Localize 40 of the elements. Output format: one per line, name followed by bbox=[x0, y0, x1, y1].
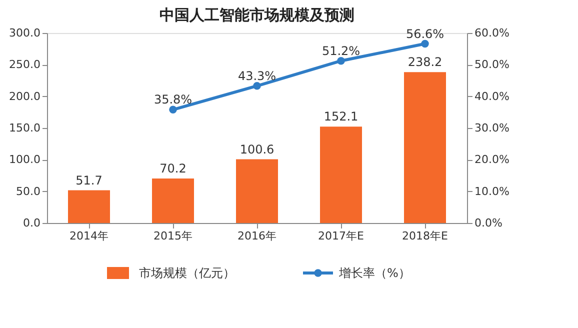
y-tick-label: 50.0 bbox=[16, 184, 40, 198]
x-tick-label: 2017年E bbox=[318, 230, 364, 242]
y2-tick-label: 20.0% bbox=[474, 153, 510, 166]
data-label: 35.8% bbox=[154, 92, 192, 107]
y-tick-label: 0.0 bbox=[23, 216, 40, 230]
y-tick-label: 150.0 bbox=[9, 122, 40, 134]
y-tick-label: 300.0 bbox=[9, 26, 40, 40]
x-tick-label: 2015年 bbox=[154, 230, 192, 242]
data-label: 238.2 bbox=[408, 55, 442, 70]
data-label: 43.3% bbox=[238, 68, 276, 83]
point bbox=[253, 82, 261, 90]
bar bbox=[320, 126, 362, 223]
point bbox=[169, 106, 177, 114]
legend-label: 增长率（%） bbox=[338, 266, 410, 280]
y-tick-label: 250.0 bbox=[9, 58, 40, 72]
data-label: 100.6 bbox=[240, 142, 274, 156]
legend-label: 市场规模（亿元） bbox=[139, 266, 235, 280]
y2-tick-label: 50.0% bbox=[474, 58, 510, 72]
x-tick-label: 2018年E bbox=[402, 230, 448, 242]
chart-title: 中国人工智能市场规模及预测 bbox=[160, 6, 354, 24]
bar bbox=[404, 72, 446, 223]
x-tick-label: 2016年 bbox=[238, 230, 276, 242]
y2-tick-label: 40.0% bbox=[474, 90, 510, 103]
x-tick-label: 2014年 bbox=[70, 230, 108, 242]
y-tick-label: 200.0 bbox=[9, 90, 40, 103]
data-label: 56.6% bbox=[406, 26, 444, 41]
y2-tick-label: 30.0% bbox=[474, 122, 510, 134]
bar bbox=[236, 159, 278, 223]
data-label: 51.7 bbox=[76, 173, 102, 188]
data-label: 152.1 bbox=[324, 110, 358, 124]
point bbox=[337, 57, 345, 65]
y2-tick-label: 0.0% bbox=[474, 216, 502, 230]
point bbox=[421, 40, 429, 48]
bar bbox=[68, 190, 110, 223]
y2-tick-label: 10.0% bbox=[474, 184, 510, 198]
data-label: 70.2 bbox=[160, 162, 186, 176]
bar bbox=[152, 178, 194, 223]
data-label: 51.2% bbox=[322, 44, 360, 58]
y-tick-label: 100.0 bbox=[9, 153, 40, 166]
y2-tick-label: 60.0% bbox=[474, 26, 510, 40]
